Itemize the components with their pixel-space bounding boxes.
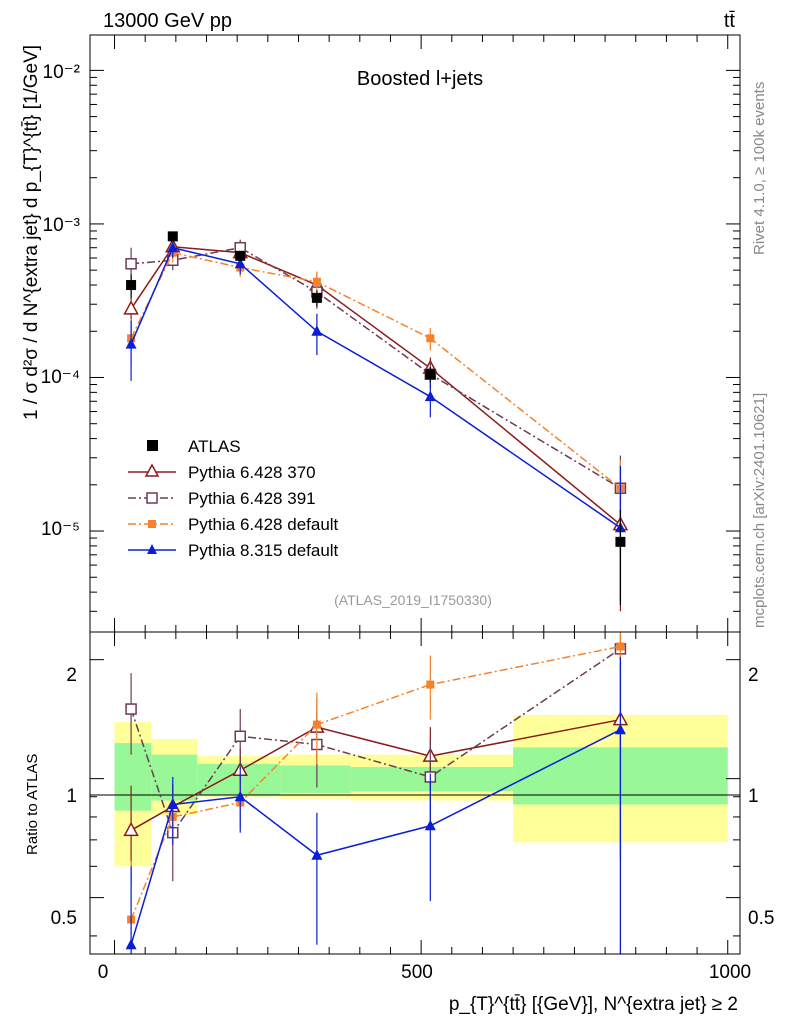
rivet-version-label: Rivet 4.1.0, ≥ 100k events (751, 82, 768, 255)
data-point-atlas (126, 280, 137, 291)
series-py8def-ratio (125, 657, 626, 954)
ratio-grid (90, 632, 740, 954)
ratio-point-py8def (167, 798, 179, 810)
legend-label-atlas: ATLAS (188, 437, 241, 456)
legend-entry-atlas: ATLAS (147, 437, 241, 456)
xtick-label-0: 0 (98, 962, 109, 983)
ratio-frame (89, 631, 741, 955)
ratio-point-py8def (614, 723, 626, 735)
ratio-y-axis-label: Ratio to ATLAS (24, 754, 41, 855)
data-point-py6def (426, 334, 435, 343)
ratio-band-inner (151, 754, 198, 801)
data-point-atlas (235, 250, 246, 261)
data-point-py8def (234, 257, 246, 269)
analysis-watermark: (ATLAS_2019_I1750330) (334, 592, 492, 608)
legend-label-py6def: Pythia 6.428 default (188, 515, 339, 534)
data-point-atlas (311, 292, 322, 303)
ratio-ytick-label-0-5-right: 0.5 (748, 908, 774, 929)
legend-marker-py391 (146, 492, 158, 504)
ratio-point-py391 (234, 730, 246, 743)
data-point-py8def (125, 338, 137, 349)
ratio-series-layer (123, 632, 629, 954)
ratio-point-py6def (616, 642, 625, 651)
ratio-ytick-label-2-right: 2 (748, 665, 759, 686)
ytick-label-1e-4: 10⁻⁴ (41, 367, 80, 388)
data-point-atlas (615, 536, 626, 547)
legend-entry-py370: Pythia 6.428 370 (128, 463, 316, 482)
legend-marker-py6def (148, 520, 156, 528)
x-axis-label: p_{T}^{tt̄} [{GeV}], N^{extra jet} ≥ 2 (449, 994, 738, 1015)
data-point-py8def (311, 325, 323, 336)
series-line-py6def (130, 251, 621, 489)
ratio-point-py6def (312, 720, 321, 729)
legend-entry-py8def: Pythia 8.315 default (128, 541, 339, 560)
mcplots-label: mcplots.cern.ch [arXiv:2401.10621] (751, 393, 768, 628)
main-grid (90, 35, 740, 632)
series-atlas-main (126, 231, 626, 605)
legend-label-py8def: Pythia 8.315 default (188, 541, 339, 560)
series-line-py391 (131, 246, 621, 489)
xtick-label-1000: 1000 (709, 962, 751, 983)
ratio-band-inner (280, 765, 351, 793)
data-point-atlas (425, 369, 436, 380)
header-energy-label: 13000 GeV pp (103, 10, 232, 32)
header-process-label: tt̄ (724, 10, 736, 32)
data-point-py370 (123, 300, 139, 315)
legend-label-py370: Pythia 6.428 370 (188, 463, 316, 482)
ratio-point-py8def (125, 938, 137, 950)
legend-entry-py391: Pythia 6.428 391 (128, 489, 316, 508)
ratio-point-py391 (125, 703, 137, 715)
series-line-py8def (130, 246, 621, 529)
ratio-line-py391 (130, 648, 621, 835)
ratio-point-py8def (234, 790, 246, 802)
ytick-label-1e-5: 10⁻⁵ (41, 519, 80, 540)
data-point-py391 (125, 258, 137, 270)
legend-label-py391: Pythia 6.428 391 (188, 489, 316, 508)
main-title: Boosted l+jets (357, 68, 483, 90)
ratio-point-py6def (426, 680, 435, 689)
legend-marker-py370 (144, 463, 160, 477)
ratio-bands (114, 714, 728, 867)
ratio-ytick-label-0-5: 0.5 (51, 908, 77, 929)
legend-entry-py6def: Pythia 6.428 default (128, 515, 339, 534)
main-y-axis-label: 1 / σ d²σ / d N^{extra jet} d p_{T}^{tt̄… (21, 45, 42, 420)
ytick-label-1e-3: 10⁻³ (43, 215, 81, 236)
main-panel: Boosted l+jets (ATLAS_2019_I1750330) 1 /… (21, 34, 741, 633)
data-point-atlas (167, 231, 178, 242)
ratio-line-py6def (130, 645, 621, 920)
series-line-py370 (130, 245, 621, 526)
data-point-py8def (424, 390, 436, 402)
ratio-line-py8def (130, 729, 621, 945)
ratio-ytick-label-1: 1 (66, 786, 77, 807)
legend: ATLAS Pythia 6.428 370 Pythia 6.428 391 … (128, 437, 339, 560)
ratio-ytick-label-2: 2 (66, 665, 77, 686)
data-point-py8def (167, 241, 179, 253)
main-series-layer (123, 231, 629, 612)
ratio-point-py370 (123, 821, 139, 837)
legend-marker-py8def (147, 544, 157, 554)
ratio-band-inner (114, 743, 152, 811)
ytick-label-1e-2: 10⁻² (43, 62, 81, 83)
xtick-label-500: 500 (401, 962, 433, 983)
ratio-point-py8def (424, 819, 436, 831)
data-point-py6def (312, 277, 321, 286)
ratio-panel: Ratio to ATLAS 2 1 0.5 2 1 0.5 (24, 631, 774, 955)
legend-marker-atlas (147, 440, 158, 451)
ratio-point-py8def (311, 849, 323, 860)
ratio-ytick-label-1-right: 1 (748, 786, 759, 807)
